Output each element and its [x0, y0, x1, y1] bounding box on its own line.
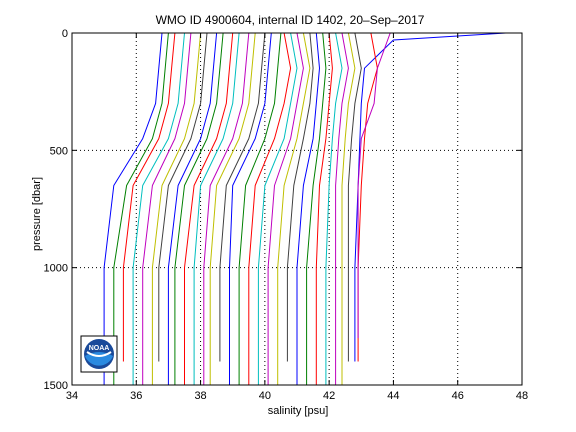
profile-line [335, 32, 349, 385]
y-tick-label: 0 [62, 28, 68, 40]
profile-lines [103, 32, 506, 385]
profile-line [184, 32, 234, 385]
profile-line [267, 32, 304, 385]
x-tick-label: 34 [66, 390, 78, 402]
profile-line [341, 32, 356, 385]
profile-line [151, 32, 202, 385]
profile-line [315, 32, 333, 385]
profile-line [238, 32, 282, 385]
svg-text:NOAA: NOAA [89, 345, 110, 352]
x-tick-label: 44 [387, 390, 399, 402]
x-tick-label: 46 [452, 390, 464, 402]
y-tick-label: 500 [50, 145, 68, 157]
profile-line [174, 32, 224, 385]
profile-line [248, 32, 292, 385]
noaa-logo: NOAA [80, 335, 118, 373]
profile-line [357, 32, 391, 339]
y-tick-label: 1500 [44, 380, 68, 392]
x-tick-label: 40 [259, 390, 271, 402]
profile-line [219, 32, 266, 362]
x-axis-title: salinity [psu] [268, 405, 329, 417]
profile-line [167, 32, 218, 385]
profile-line [203, 32, 250, 385]
profile-line [122, 32, 176, 362]
profile-line [229, 32, 272, 385]
axis-ticks: 34 36 38 40 42 44 46 48 0 500 1000 1500 [44, 28, 529, 402]
profile-line [193, 32, 240, 385]
x-tick-label: 36 [130, 390, 142, 402]
profile-line [286, 32, 314, 362]
profile-line [354, 32, 506, 362]
profile-line [306, 32, 327, 385]
profile-line [113, 32, 169, 385]
x-tick-label: 48 [516, 390, 528, 402]
y-tick-label: 1000 [44, 263, 68, 275]
profile-line [296, 32, 320, 385]
y-axis-title: pressure [dbar] [31, 177, 43, 251]
profile-line [103, 32, 163, 385]
x-tick-label: 38 [194, 390, 206, 402]
profile-line [158, 32, 208, 362]
x-tick-label: 42 [323, 390, 335, 402]
profile-line [347, 32, 362, 362]
profile-line [277, 32, 311, 385]
profile-line [325, 32, 343, 385]
profile-line [132, 32, 185, 385]
chart-title: WMO ID 4900604, internal ID 1402, 20–Sep… [156, 13, 425, 27]
profile-line [209, 32, 256, 385]
plot-frame [71, 32, 523, 386]
profile-line [142, 32, 192, 385]
profile-line [257, 32, 298, 385]
